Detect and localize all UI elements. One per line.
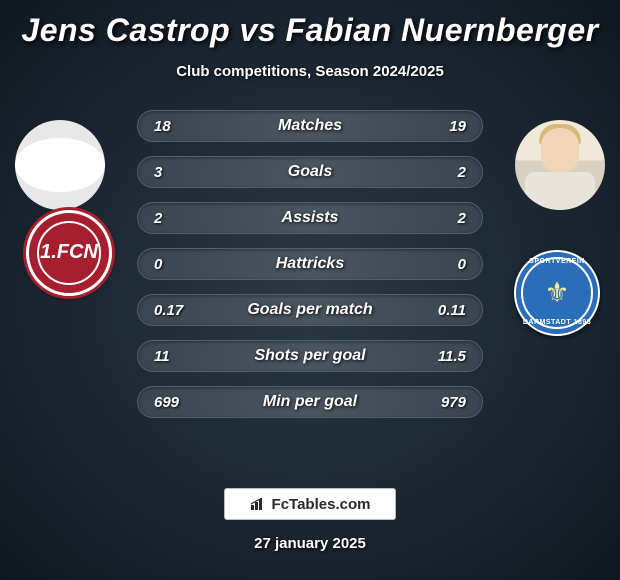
stats-list: 18Matches19 3Goals2 2Assists2 0Hattricks0 0.… [137, 110, 483, 432]
fctables-link[interactable]: FcTables.com [224, 488, 396, 520]
stat-label: Goals per match [138, 301, 482, 319]
club-left-logo: 1.FCN [26, 210, 112, 296]
stat-row: 0Hattricks0 [137, 248, 483, 280]
stat-row: 2Assists2 [137, 202, 483, 234]
stat-label: Min per goal [138, 393, 482, 411]
player-right-avatar [515, 120, 605, 210]
stat-row: 3Goals2 [137, 156, 483, 188]
stat-label: Hattricks [138, 255, 482, 273]
stat-label: Assists [138, 209, 482, 227]
stat-label: Matches [138, 117, 482, 135]
comparison-date: 27 january 2025 [0, 535, 620, 552]
club-right-logo: SPORTVEREIN ⚜ DARMSTADT 1898 [514, 250, 600, 336]
avatar-shirt [525, 172, 595, 210]
comparison-title: Jens Castrop vs Fabian Nuernberger [0, 0, 620, 49]
stat-row: 18Matches19 [137, 110, 483, 142]
fleur-de-lis-icon: ⚜ [516, 276, 598, 309]
stat-row: 699Min per goal979 [137, 386, 483, 418]
club-right-top-text: SPORTVEREIN [516, 258, 598, 265]
footer: FcTables.com [0, 488, 620, 520]
stat-row: 11Shots per goal11.5 [137, 340, 483, 372]
stat-row: 0.17Goals per match0.11 [137, 294, 483, 326]
club-left-text: 1.FCN [29, 241, 109, 264]
avatar-head [541, 128, 579, 172]
stat-label: Goals [138, 163, 482, 181]
stat-label: Shots per goal [138, 347, 482, 365]
club-right-bottom-text: DARMSTADT 1898 [516, 319, 598, 326]
bars-icon [250, 497, 266, 511]
fctables-label: FcTables.com [272, 496, 371, 513]
player-left-avatar [15, 120, 105, 210]
comparison-subtitle: Club competitions, Season 2024/2025 [0, 63, 620, 80]
main-area: 1.FCN SPORTVEREIN ⚜ DARMSTADT 1898 18Mat… [0, 110, 620, 430]
